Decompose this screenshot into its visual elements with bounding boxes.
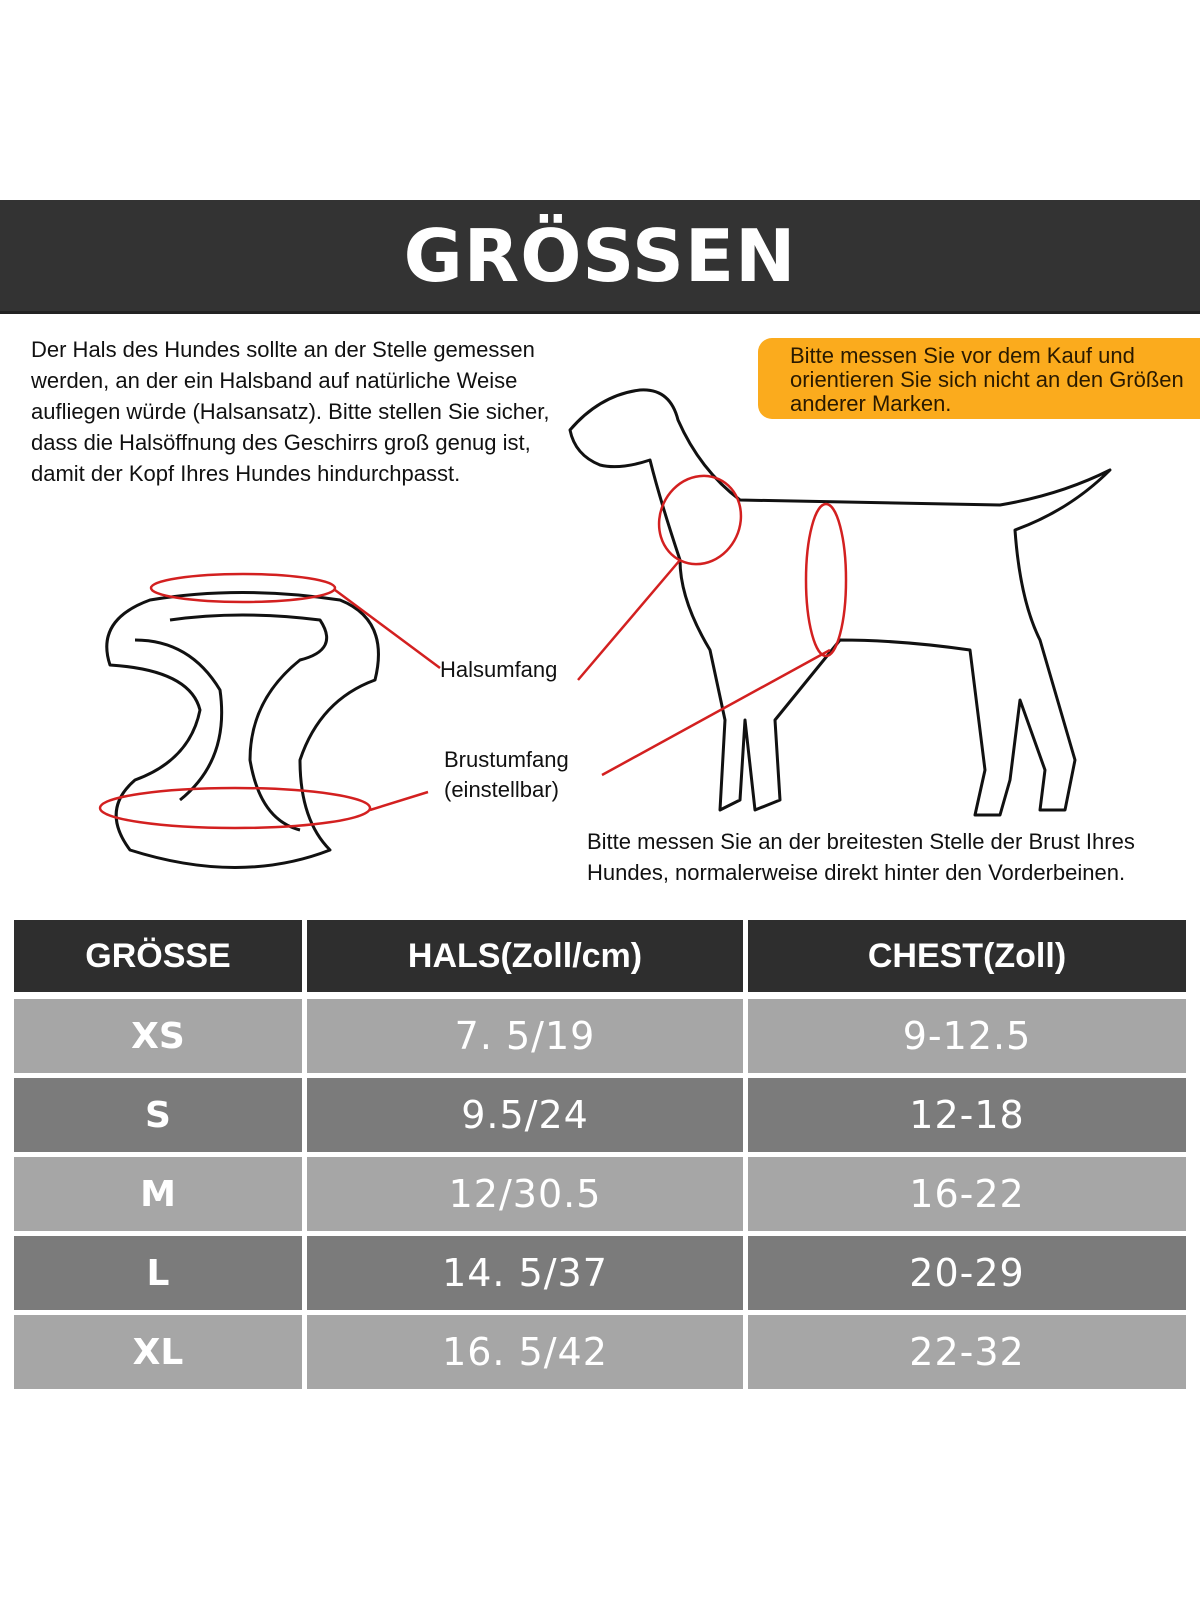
measure-note: Bitte messen Sie vor dem Kauf und orient… [758,338,1200,419]
chest-adjustable-label: (einstellbar) [444,777,559,802]
chest-cell: 20-29 [748,1236,1186,1310]
chest-instructions: Bitte messen Sie an der breitesten Stell… [587,829,1135,885]
chest-cell: 9-12.5 [748,999,1186,1073]
dog-harness-illustration [98,388,1112,869]
size-cell: M [14,1157,302,1231]
neck-cell: 14. 5/37 [307,1236,743,1310]
size-table: GRÖSSE HALS(Zoll/cm) CHEST(Zoll) XS 7. 5… [14,920,1186,1394]
table-row: L 14. 5/37 20-29 [14,1236,1186,1310]
size-cell: L [14,1236,302,1310]
neck-cell: 7. 5/19 [307,999,743,1073]
table-row: S 9.5/24 12-18 [14,1078,1186,1152]
measure-lines [98,474,848,830]
chest-label: Brustumfang [444,747,569,772]
title-banner: GRÖSSEN [0,200,1200,314]
neck-cell: 12/30.5 [307,1157,743,1231]
table-header: GRÖSSE HALS(Zoll/cm) CHEST(Zoll) [14,920,1186,994]
neck-cell: 9.5/24 [307,1078,743,1152]
size-cell: S [14,1078,302,1152]
harness-outline [105,591,380,869]
header-size: GRÖSSE [14,920,302,992]
neck-instructions: Der Hals des Hundes sollte an der Stelle… [31,337,550,486]
table-row: XS 7. 5/19 9-12.5 [14,999,1186,1073]
header-chest: CHEST(Zoll) [748,920,1186,992]
table-row: XL 16. 5/42 22-32 [14,1315,1186,1389]
header-neck: HALS(Zoll/cm) [307,920,743,992]
chest-cell: 16-22 [748,1157,1186,1231]
page-title: GRÖSSEN [403,213,797,298]
chest-cell: 12-18 [748,1078,1186,1152]
size-cell: XL [14,1315,302,1389]
size-cell: XS [14,999,302,1073]
chest-cell: 22-32 [748,1315,1186,1389]
dog-outline [568,388,1112,817]
neck-cell: 16. 5/42 [307,1315,743,1389]
table-row: M 12/30.5 16-22 [14,1157,1186,1231]
neck-label: Halsumfang [440,657,558,682]
